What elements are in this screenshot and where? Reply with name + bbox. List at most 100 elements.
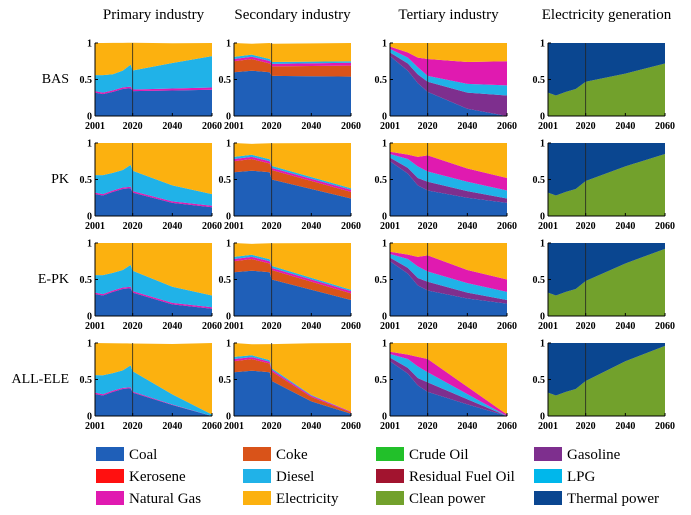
area-clean-power [548, 153, 665, 216]
x-tick-label: 2020 [576, 121, 596, 132]
area-natural-gas [95, 186, 212, 208]
area-coke [234, 259, 351, 300]
x-tick-label: 2020 [262, 421, 282, 432]
x-tick-label: 2060 [341, 221, 361, 232]
column-title-tertiary-industry: Tertiary industry [398, 7, 499, 23]
x-tick-label: 2001 [224, 321, 244, 332]
x-tick-label: 2060 [655, 421, 675, 432]
area-coal [390, 161, 507, 216]
row-label-all-ele: ALL-ELE [11, 372, 69, 387]
panel-all-ele-primary-industry: 0 0.5 1 2001 2020 2040 2060 [80, 339, 223, 433]
area-coal [95, 388, 212, 416]
area-electricity [234, 143, 351, 189]
y-tick-label: 0.5 [533, 75, 546, 86]
area-diesel [390, 153, 507, 199]
y-tick-label: 0 [540, 312, 545, 323]
x-tick-label: 2020 [123, 421, 143, 432]
area-electricity [390, 343, 507, 415]
panel-e-pk-electricity-generation: 0 0.5 1 2001 2020 2040 2060 [533, 239, 676, 333]
x-tick-label: 2001 [224, 421, 244, 432]
row-label-pk: PK [51, 172, 69, 187]
legend-item-kerosene: Kerosene [96, 469, 186, 485]
column-title-electricity-generation: Electricity generation [542, 7, 672, 23]
area-natural-gas [234, 156, 351, 192]
y-tick-label: 1 [382, 39, 387, 50]
y-tick-label: 0.5 [219, 275, 232, 286]
x-tick-label: 2001 [85, 121, 105, 132]
y-tick-label: 1 [87, 239, 92, 250]
y-tick-label: 1 [540, 239, 545, 250]
legend-swatch [376, 469, 404, 483]
y-tick-label: 0.5 [80, 75, 93, 86]
x-tick-label: 2060 [341, 421, 361, 432]
x-tick-label: 2001 [380, 121, 400, 132]
panel-all-ele-secondary-industry: 0 0.5 1 2001 2020 2040 2060 [219, 339, 362, 433]
y-tick-label: 0 [382, 212, 387, 223]
y-tick-label: 0 [540, 412, 545, 423]
panel-pk-primary-industry: 0 0.5 1 2001 2020 2040 2060 [80, 139, 223, 233]
x-tick-label: 2040 [162, 321, 182, 332]
panel-bas-electricity-generation: 0 0.5 1 2001 2020 2040 2060 [533, 39, 676, 133]
y-tick-label: 0 [540, 112, 545, 123]
x-tick-label: 2060 [341, 321, 361, 332]
y-tick-label: 1 [87, 339, 92, 350]
x-tick-label: 2020 [576, 421, 596, 432]
x-tick-label: 2040 [162, 121, 182, 132]
panel-pk-electricity-generation: 0 0.5 1 2001 2020 2040 2060 [533, 139, 676, 233]
x-tick-label: 2001 [224, 221, 244, 232]
y-tick-label: 1 [540, 339, 545, 350]
area-coal [234, 370, 351, 416]
legend-swatch [243, 491, 271, 505]
x-tick-label: 2001 [224, 121, 244, 132]
y-tick-label: 0 [87, 312, 92, 323]
legend-swatch [243, 469, 271, 483]
x-tick-label: 2060 [655, 121, 675, 132]
area-electricity [390, 43, 507, 62]
y-tick-label: 0.5 [375, 375, 388, 386]
legend-label: Natural Gas [129, 491, 201, 507]
area-diesel [95, 164, 212, 206]
x-tick-label: 2040 [301, 121, 321, 132]
x-tick-label: 2040 [457, 321, 477, 332]
panel-e-pk-tertiary-industry: 0 0.5 1 2001 2020 2040 2060 [375, 239, 518, 333]
x-tick-label: 2020 [418, 221, 438, 232]
x-tick-label: 2020 [418, 321, 438, 332]
area-diesel [95, 56, 212, 93]
legend-label: LPG [567, 469, 596, 485]
area-thermal-power [548, 243, 665, 296]
panel-e-pk-secondary-industry: 0 0.5 1 2001 2020 2040 2060 [219, 239, 362, 333]
legend-item-lpg: LPG [534, 469, 596, 485]
x-tick-label: 2020 [123, 221, 143, 232]
area-natural-gas [390, 251, 507, 292]
area-natural-gas [234, 357, 351, 413]
legend-swatch [96, 447, 124, 461]
y-tick-label: 1 [87, 139, 92, 150]
legend-label: Coal [129, 447, 157, 463]
x-tick-label: 2020 [418, 421, 438, 432]
area-coal [390, 361, 507, 416]
x-tick-label: 2020 [123, 321, 143, 332]
panel-bas-primary-industry: 0 0.5 1 2001 2020 2040 2060 [80, 39, 223, 133]
legend-swatch [376, 491, 404, 505]
x-tick-label: 2001 [85, 321, 105, 332]
area-natural-gas [234, 56, 351, 67]
legend-item-electricity: Electricity [243, 491, 339, 507]
x-tick-label: 2020 [576, 221, 596, 232]
legend-item-thermal-power: Thermal power [534, 491, 659, 507]
y-tick-label: 0 [87, 112, 92, 123]
x-tick-label: 2060 [202, 421, 222, 432]
area-electricity [95, 343, 212, 415]
area-thermal-power [548, 43, 665, 96]
legend-label: Gasoline [567, 447, 621, 463]
legend-label: Diesel [276, 469, 314, 485]
panel-e-pk-primary-industry: 0 0.5 1 2001 2020 2040 2060 [80, 239, 223, 333]
legend-item-coke: Coke [243, 447, 308, 463]
panel-pk-tertiary-industry: 0 0.5 1 2001 2020 2040 2060 [375, 139, 518, 233]
x-tick-label: 2040 [457, 221, 477, 232]
y-tick-label: 0.5 [375, 175, 388, 186]
legend-label: Electricity [276, 491, 339, 507]
panel-all-ele-tertiary-industry: 0 0.5 1 2001 2020 2040 2060 [375, 339, 518, 433]
y-tick-label: 0 [226, 112, 231, 123]
row-label-bas: BAS [42, 72, 69, 87]
legend-swatch [534, 469, 562, 483]
